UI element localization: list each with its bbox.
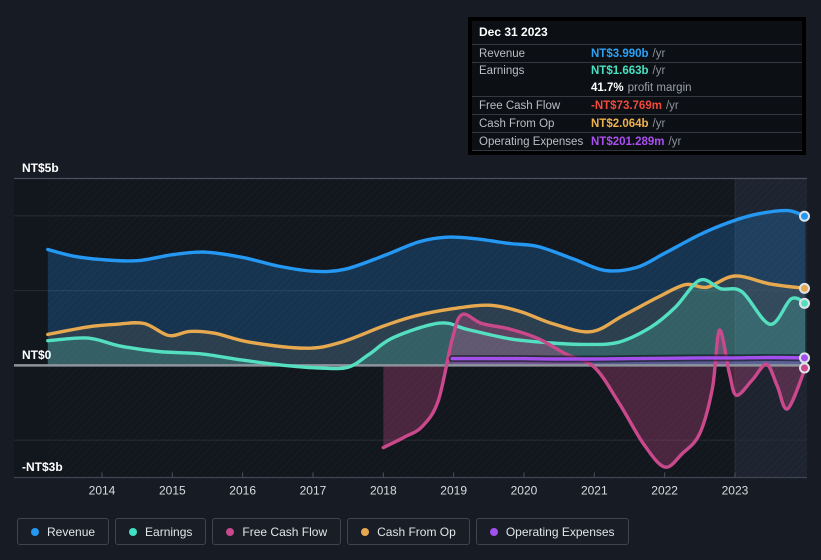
cash-from-op-unit: /yr xyxy=(652,117,666,130)
earnings-label: Earnings xyxy=(479,65,525,77)
earnings-dot-icon xyxy=(129,527,138,536)
x-axis-label-2015: 2015 xyxy=(159,484,186,498)
x-axis-label-2023: 2023 xyxy=(722,484,749,498)
end-dot-earnings xyxy=(799,297,810,309)
revenue-unit: /yr xyxy=(652,47,666,60)
free-cash-flow-dot-icon xyxy=(226,527,235,536)
legend-item-cash-from-op[interactable]: Cash From Op xyxy=(347,518,470,545)
end-dot-cash-from-op xyxy=(799,282,810,294)
x-axis-label-2014: 2014 xyxy=(89,484,116,498)
y-axis-label--nt-3b: -NT$3b xyxy=(22,460,63,474)
operating-expenses-label: Operating Expenses xyxy=(479,135,584,148)
x-axis-label-2022: 2022 xyxy=(651,484,678,498)
legend-item-label: Revenue xyxy=(47,524,96,539)
legend-item-label: Cash From Op xyxy=(377,524,456,539)
end-dot-revenue xyxy=(799,210,810,222)
series-line-operating-expenses xyxy=(450,355,807,361)
profit-margin-label: profit margin xyxy=(627,81,692,94)
tooltip-body: Dec 31 2023 Revenue NT$3.990b /yr Earnin… xyxy=(472,21,802,151)
y-axis-label-nt-0: NT$0 xyxy=(22,348,52,362)
legend: Revenue Earnings Free Cash Flow Cash Fro… xyxy=(17,518,629,545)
tooltip-row-cash-from-op: Cash From Op NT$2.064b /yr xyxy=(472,114,802,132)
legend-item-label: Operating Expenses xyxy=(505,524,615,539)
end-dot-operating-expenses xyxy=(799,352,810,364)
earnings-value: NT$1.663b xyxy=(591,65,649,77)
operating-expenses-value: NT$201.289m xyxy=(591,135,665,148)
y-axis-label-nt-5b: NT$5b xyxy=(22,161,59,175)
fill-texture xyxy=(47,178,808,478)
revenue-value: NT$3.990b xyxy=(591,47,649,60)
tooltip-panel: Dec 31 2023 Revenue NT$3.990b /yr Earnin… xyxy=(468,17,806,155)
tooltip-row-free-cash-flow: Free Cash Flow -NT$73.769m /yr xyxy=(472,96,802,114)
cash-from-op-dot-icon xyxy=(361,527,370,536)
x-axis-label-2019: 2019 xyxy=(440,484,467,498)
cash-from-op-label: Cash From Op xyxy=(479,117,555,130)
legend-item-label: Free Cash Flow xyxy=(242,524,328,539)
x-axis-label-2017: 2017 xyxy=(300,484,327,498)
free-cash-flow-unit: /yr xyxy=(665,99,679,112)
series-line-cash-from-op xyxy=(46,274,807,350)
profit-margin-value: 41.7% xyxy=(591,81,624,94)
revenue-dot-icon xyxy=(31,527,39,536)
free-cash-flow-label: Free Cash Flow xyxy=(479,99,561,112)
series-line-free-cash-flow xyxy=(381,312,807,469)
tooltip-row-earnings: Earnings NT$1.663b /yr 41.7% profit marg… xyxy=(472,62,802,96)
x-axis-label-2021: 2021 xyxy=(581,484,608,498)
series-line-earnings xyxy=(46,277,807,371)
operating-expenses-dot-icon xyxy=(489,527,498,536)
tooltip-row-operating-expenses: Operating Expenses NT$201.289m /yr xyxy=(472,132,802,151)
revenue-label: Revenue xyxy=(479,47,526,60)
tooltip-row-revenue: Revenue NT$3.990b /yr xyxy=(472,44,802,62)
legend-item-revenue[interactable]: Revenue xyxy=(17,518,110,545)
x-axis-label-2018: 2018 xyxy=(370,484,397,498)
end-dot-free-cash-flow xyxy=(799,362,810,374)
earnings-unit: /yr xyxy=(652,65,666,77)
cash-from-op-value: NT$2.064b xyxy=(591,117,649,130)
series-line-revenue xyxy=(46,208,807,274)
operating-expenses-unit: /yr xyxy=(668,135,682,148)
x-axis-label-2016: 2016 xyxy=(229,484,256,498)
x-axis-label-2020: 2020 xyxy=(511,484,538,498)
legend-item-free-cash-flow[interactable]: Free Cash Flow xyxy=(212,518,342,545)
earnings-line: Earnings NT$1.663b /yr xyxy=(479,63,795,79)
profit-margin-line: 41.7% profit margin xyxy=(479,79,795,96)
legend-item-earnings[interactable]: Earnings xyxy=(115,518,207,545)
legend-item-label: Earnings xyxy=(145,524,193,539)
tooltip-title: Dec 31 2023 xyxy=(479,25,548,39)
legend-item-operating-expenses[interactable]: Operating Expenses xyxy=(475,518,629,545)
free-cash-flow-value: -NT$73.769m xyxy=(591,99,662,112)
